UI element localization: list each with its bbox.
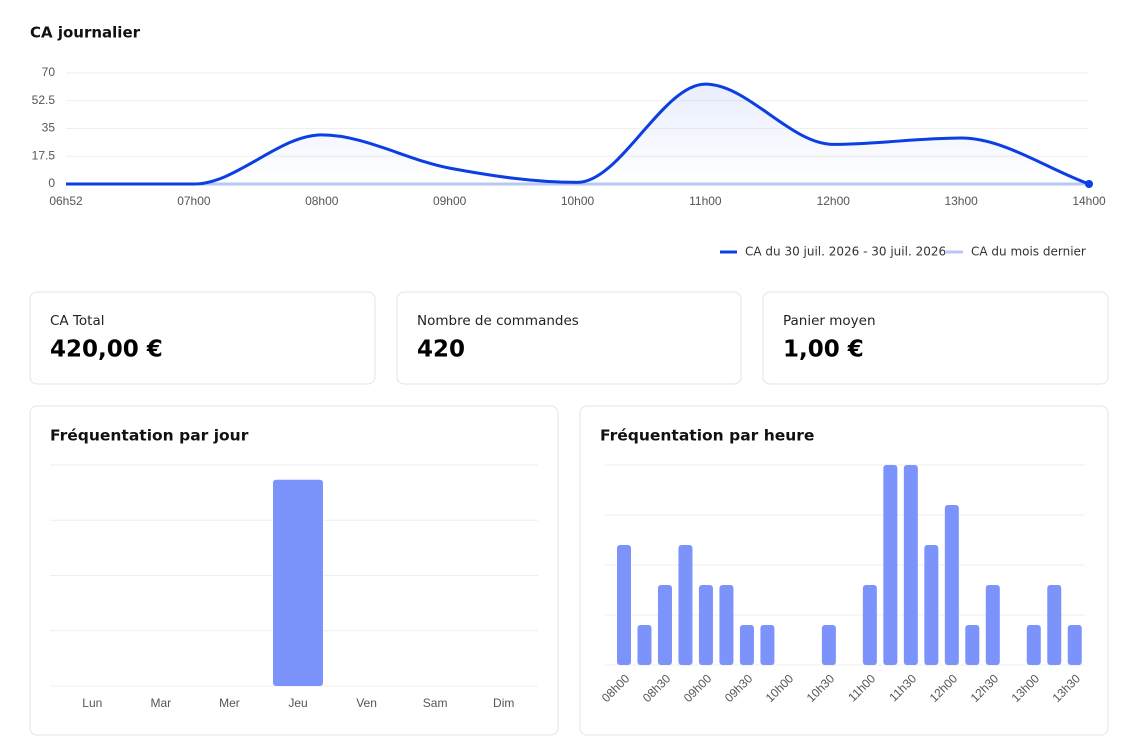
bar xyxy=(616,545,631,665)
bar xyxy=(924,545,939,665)
bar xyxy=(944,505,959,665)
x-tick-label: Sam xyxy=(423,696,448,710)
x-tick-label: 13h00 xyxy=(944,194,978,208)
stat-value: 420 xyxy=(417,337,465,363)
bar xyxy=(678,545,693,665)
bar xyxy=(1047,585,1062,665)
chart-title: Fréquentation par jour xyxy=(50,427,249,445)
bar xyxy=(883,465,898,665)
bar xyxy=(985,585,1000,665)
x-tick-label: 10h00 xyxy=(561,194,595,208)
x-tick-label: 14h00 xyxy=(1072,194,1106,208)
stat-label: CA Total xyxy=(50,313,104,329)
chart-title: Fréquentation par heure xyxy=(600,427,814,445)
y-tick-label: 70 xyxy=(42,65,56,79)
stat-label: Panier moyen xyxy=(783,313,876,329)
x-tick-label: 06h52 xyxy=(49,194,83,208)
stat-value: 420,00 € xyxy=(50,337,163,363)
x-tick-label: Lun xyxy=(82,696,102,710)
bar xyxy=(739,625,754,665)
legend-label: CA du mois dernier xyxy=(971,245,1086,259)
bar xyxy=(637,625,652,665)
stat-card xyxy=(762,291,1109,385)
line xyxy=(66,82,1090,186)
y-tick-label: 17.5 xyxy=(32,148,56,162)
bar xyxy=(760,625,775,665)
bar xyxy=(965,625,980,665)
y-tick-label: 0 xyxy=(48,176,55,190)
bar xyxy=(1067,625,1082,665)
x-tick-label: Jeu xyxy=(288,696,307,710)
legend-label: CA du 30 juil. 2026 - 30 juil. 2026 xyxy=(745,245,946,259)
bar xyxy=(1026,625,1041,665)
point xyxy=(1085,180,1093,188)
area xyxy=(66,84,1089,184)
x-tick-label: 08h00 xyxy=(305,194,339,208)
bar xyxy=(273,479,323,686)
stat-value: 1,00 € xyxy=(783,337,864,363)
y-tick-label: 52.5 xyxy=(32,93,56,107)
bar xyxy=(903,465,918,665)
x-tick-label: Mar xyxy=(151,696,172,710)
x-tick-label: 11h00 xyxy=(689,194,722,208)
x-tick-label: Ven xyxy=(356,696,377,710)
x-tick-label: Dim xyxy=(493,696,514,710)
stat-card xyxy=(29,291,376,385)
stat-label: Nombre de commandes xyxy=(417,313,579,329)
bar xyxy=(862,585,877,665)
bar xyxy=(657,585,672,665)
chart-title: CA journalier xyxy=(30,24,141,42)
x-tick-label: 07h00 xyxy=(177,194,211,208)
bar xyxy=(698,585,713,665)
bar xyxy=(719,585,734,665)
y-tick-label: 35 xyxy=(42,121,56,135)
stat-card xyxy=(396,291,742,385)
x-tick-label: Mer xyxy=(219,696,240,710)
x-tick-label: 12h00 xyxy=(817,194,851,208)
x-tick-label: 09h00 xyxy=(433,194,467,208)
bar xyxy=(821,625,836,665)
